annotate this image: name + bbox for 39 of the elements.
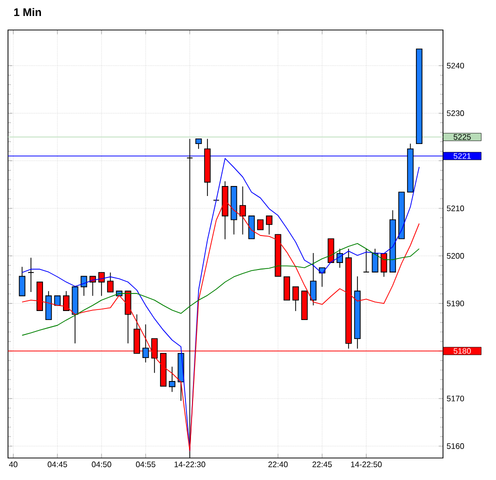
- y-tick-label: 5170: [446, 396, 464, 402]
- candlestick: [63, 290, 70, 311]
- candlestick: [80, 276, 88, 296]
- ref-line-label: 5221: [454, 153, 471, 159]
- y-tick-label: 5160: [446, 443, 464, 449]
- candlestick: [257, 219, 264, 230]
- ref-line-label: 5225: [454, 134, 471, 140]
- candlestick: [372, 248, 378, 272]
- x-tick-label: 22:40: [268, 462, 288, 468]
- candlestick: [310, 252, 317, 306]
- candlestick: [336, 248, 343, 268]
- x-tick-label: 40: [9, 462, 18, 468]
- y-tick-label: 5230: [446, 110, 464, 116]
- candlestick: [142, 324, 149, 363]
- candlestick: [45, 290, 52, 320]
- y-tick-label: 5240: [446, 62, 464, 68]
- candlestick: [18, 266, 26, 296]
- x-tick-label: 14-22:50: [351, 462, 382, 468]
- y-tick-label: 5200: [446, 253, 464, 259]
- candlestick: [292, 286, 299, 312]
- candlestick: [248, 216, 255, 240]
- candlestick: [89, 276, 96, 296]
- candlestick: [98, 272, 105, 296]
- chart-title: 1 Min: [14, 8, 41, 16]
- candlestick: [28, 257, 34, 292]
- candlestick: [168, 366, 176, 392]
- y-tick-label: 5190: [446, 300, 464, 306]
- candlestick: [107, 272, 114, 292]
- x-tick-label: 04:55: [136, 462, 156, 468]
- x-tick-label: 14-22:30: [174, 462, 206, 468]
- candlestick: [266, 216, 272, 235]
- candlestick: [195, 138, 202, 150]
- candlestick: [284, 276, 290, 301]
- x-tick-label: 04:45: [48, 462, 68, 468]
- x-tick-label: 22:45: [312, 462, 332, 468]
- ref-line-label: 5180: [454, 348, 471, 354]
- y-tick-label: 5210: [446, 206, 464, 212]
- x-tick-label: 04:50: [92, 462, 112, 468]
- candlestick: [362, 248, 370, 273]
